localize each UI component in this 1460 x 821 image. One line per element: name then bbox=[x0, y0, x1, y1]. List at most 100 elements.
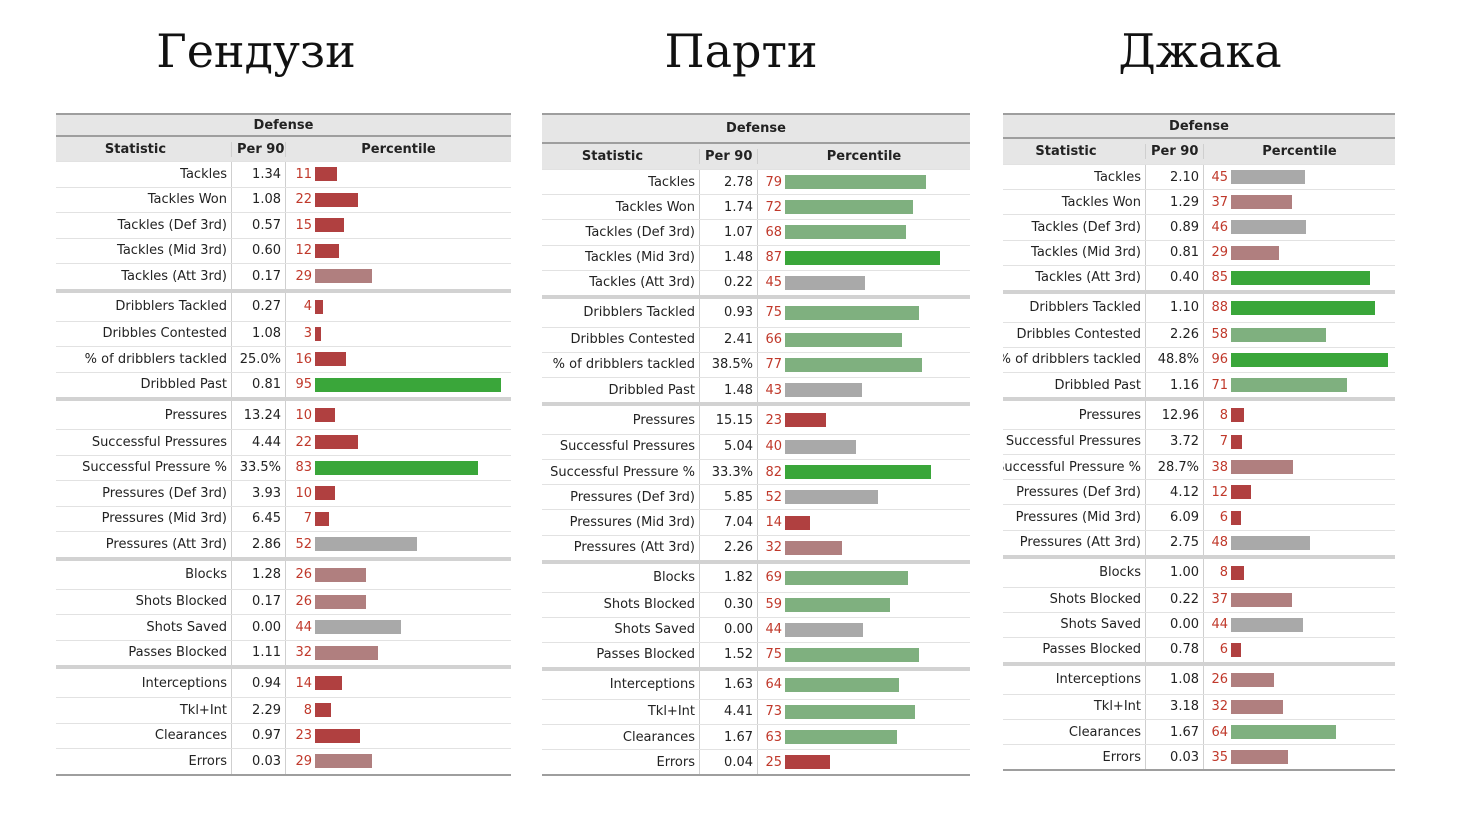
stat-row-clearances: Clearances 0.97 23 bbox=[56, 722, 511, 748]
percentile-bar bbox=[1231, 592, 1292, 607]
percentile-value: 12 bbox=[1211, 484, 1228, 500]
percentile-bar bbox=[315, 377, 502, 392]
stat-row-dribbled-past: Dribbled Past 1.48 43 bbox=[542, 377, 970, 403]
percentile-bar-track bbox=[1231, 695, 1395, 719]
percentile-bar bbox=[315, 703, 331, 718]
percentile-bar bbox=[785, 570, 908, 585]
percentile-bar bbox=[315, 676, 343, 690]
stat-row-tackles-mid-3rd: Tackles (Mid 3rd) 1.48 87 bbox=[542, 244, 970, 270]
stat-row-pct-of-dribblers-tackled: % of dribblers tackled 25.0% 16 bbox=[56, 346, 511, 372]
stat-row-shots-saved: Shots Saved 0.00 44 bbox=[56, 614, 511, 640]
per90-value: 12.96 bbox=[1146, 401, 1204, 429]
percentile-value: 66 bbox=[765, 332, 782, 348]
percentile-bar-track bbox=[785, 328, 970, 352]
percentile-bar bbox=[1231, 300, 1376, 315]
stat-label: Successful Pressure % bbox=[56, 455, 232, 480]
stat-label: Pressures bbox=[1003, 401, 1146, 429]
section-header: Defense bbox=[1003, 113, 1395, 137]
per90-value: 15.15 bbox=[700, 406, 758, 434]
stat-label: Pressures (Def 3rd) bbox=[56, 481, 232, 506]
table-bottom-border bbox=[1003, 769, 1395, 772]
percentile-bar bbox=[1231, 642, 1241, 657]
percentile-bar-track bbox=[785, 195, 970, 219]
stat-label: Clearances bbox=[56, 723, 232, 748]
column-header-statistic: Statistic bbox=[56, 141, 232, 157]
percentile-value: 35 bbox=[1211, 749, 1228, 765]
stat-label: Errors bbox=[542, 750, 700, 775]
stat-label: Passes Blocked bbox=[56, 640, 232, 665]
percentile-bar-track bbox=[315, 430, 511, 455]
per90-value: 3.72 bbox=[1146, 429, 1204, 455]
percentile-value: 45 bbox=[765, 275, 782, 291]
percentile-bar bbox=[785, 704, 915, 719]
per90-value: 0.27 bbox=[232, 292, 286, 321]
percentile-value: 52 bbox=[765, 489, 782, 505]
stat-row-successful-pressure-pct: Successful Pressure % 33.3% 82 bbox=[542, 459, 970, 485]
stat-row-tkl-int: Tkl+Int 4.41 73 bbox=[542, 698, 970, 724]
percentile-value: 38 bbox=[1211, 459, 1228, 475]
per90-value: 2.78 bbox=[700, 170, 758, 195]
percentile-bar bbox=[315, 460, 478, 475]
percentile-value: 95 bbox=[295, 377, 312, 393]
stat-row-tackles: Tackles 1.34 11 bbox=[56, 161, 511, 187]
stat-row-tackles-def-3rd: Tackles (Def 3rd) 1.07 68 bbox=[542, 219, 970, 245]
stat-label: % of dribblers tackled bbox=[542, 352, 700, 377]
stat-label: Tackles (Att 3rd) bbox=[1003, 265, 1146, 290]
stat-label: Shots Saved bbox=[1003, 612, 1146, 637]
percentile-bar-track bbox=[1231, 455, 1395, 479]
stat-label: Dribbled Past bbox=[56, 372, 232, 397]
per90-value: 1.08 bbox=[1146, 666, 1204, 694]
percentile-bar-track bbox=[1231, 666, 1395, 694]
percentile-bar-track bbox=[315, 401, 511, 429]
percentile-value: 79 bbox=[765, 174, 782, 190]
percentile-value: 7 bbox=[1219, 434, 1228, 450]
stat-row-blocks: Blocks 1.00 8 bbox=[1003, 554, 1395, 587]
percentile-bar-track bbox=[1231, 559, 1395, 587]
percentile-bar-track bbox=[315, 322, 511, 347]
per90-value: 28.7% bbox=[1146, 455, 1204, 480]
per90-value: 13.24 bbox=[232, 401, 286, 429]
stat-row-dribbles-contested: Dribbles Contested 2.41 66 bbox=[542, 326, 970, 352]
percentile-bar bbox=[785, 755, 830, 770]
column-header-per90: Per 90 bbox=[1146, 144, 1204, 159]
stat-row-shots-blocked: Shots Blocked 0.22 37 bbox=[1003, 586, 1395, 612]
percentile-bar bbox=[785, 439, 857, 454]
percentile-bar bbox=[1231, 510, 1241, 525]
percentile-bar bbox=[785, 225, 907, 240]
percentile-value: 14 bbox=[765, 515, 782, 531]
stat-row-pct-of-dribblers-tackled: % of dribblers tackled 48.8% 96 bbox=[1003, 346, 1395, 372]
stat-row-tackles-att-3rd: Tackles (Att 3rd) 0.22 45 bbox=[542, 269, 970, 295]
percentile-value: 25 bbox=[765, 754, 782, 770]
stat-label: Tackles (Att 3rd) bbox=[542, 270, 700, 295]
percentile-value: 16 bbox=[295, 351, 312, 367]
percentile-bar-track bbox=[785, 460, 970, 484]
percentile-bar-track bbox=[1231, 190, 1395, 214]
percentile-bar-track bbox=[1231, 348, 1395, 372]
percentile-bar bbox=[785, 305, 919, 320]
percentile-bar-track bbox=[785, 725, 970, 749]
stat-label: Pressures (Mid 3rd) bbox=[1003, 505, 1146, 530]
stat-row-errors: Errors 0.03 35 bbox=[1003, 744, 1395, 770]
stat-label: Tackles bbox=[1003, 165, 1146, 190]
percentile-value: 45 bbox=[1211, 169, 1228, 185]
per90-value: 0.04 bbox=[700, 750, 758, 775]
percentile-bar bbox=[1231, 672, 1274, 687]
percentile-bar bbox=[315, 567, 366, 582]
stat-label: Tackles Won bbox=[542, 195, 700, 220]
per90-value: 2.75 bbox=[1146, 530, 1204, 555]
percentile-bar-track bbox=[315, 698, 511, 723]
percentile-bar-track bbox=[1231, 215, 1395, 239]
percentile-bar-track bbox=[1231, 745, 1395, 769]
percentile-bar-track bbox=[1231, 588, 1395, 612]
stat-label: Passes Blocked bbox=[1003, 637, 1146, 663]
percentile-value: 59 bbox=[765, 597, 782, 613]
per90-value: 0.00 bbox=[700, 617, 758, 642]
stat-label: Pressures (Def 3rd) bbox=[1003, 480, 1146, 505]
percentile-bar bbox=[315, 620, 402, 635]
percentile-bar-track bbox=[315, 213, 511, 238]
percentile-value: 32 bbox=[295, 645, 312, 661]
percentile-bar-track bbox=[785, 246, 970, 270]
stat-row-errors: Errors 0.04 25 bbox=[542, 749, 970, 775]
stat-row-pressures-att-3rd: Pressures (Att 3rd) 2.26 32 bbox=[542, 534, 970, 560]
percentile-bar bbox=[785, 730, 898, 745]
